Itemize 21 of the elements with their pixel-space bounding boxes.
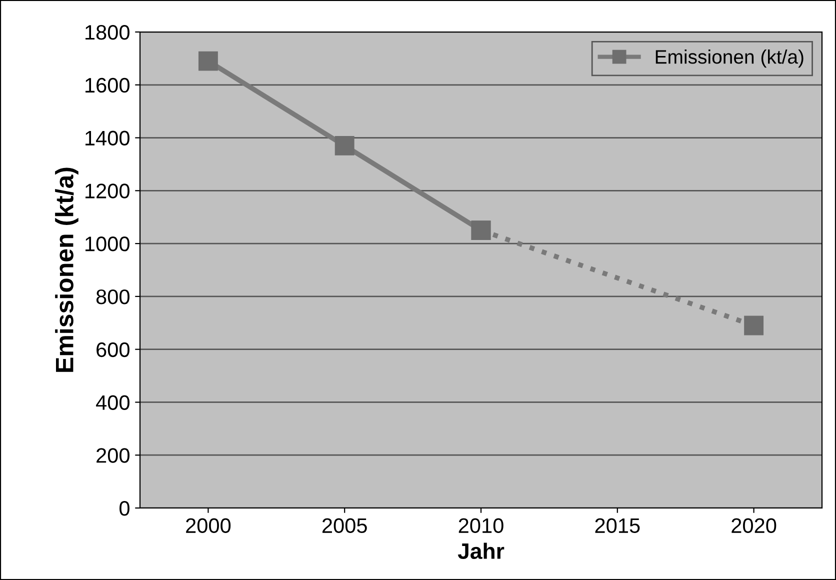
point	[198, 51, 218, 71]
x-tick-label: 2015	[595, 518, 640, 534]
x-tick-label: 2005	[322, 518, 367, 534]
y-tick-label: 1600	[86, 78, 130, 93]
x-axis-title: Jahr	[458, 542, 504, 560]
x-tick-label: 2010	[458, 518, 504, 534]
y-tick-label: 1800	[86, 25, 130, 40]
y-tick-label: 600	[96, 342, 130, 358]
x-tick-label: 2000	[186, 518, 231, 534]
y-axis-title: Emissionen (kt/a)	[55, 168, 78, 372]
y-tick-label: 200	[96, 448, 130, 463]
point	[334, 136, 354, 156]
point	[744, 316, 764, 336]
y-tick-label: 400	[96, 395, 130, 410]
legend-label: Emissionen (kt/a)	[656, 50, 804, 68]
x-tick-label: 2020	[732, 518, 776, 534]
y-tick-label: 1000	[86, 236, 130, 252]
y-tick-label: 1200	[86, 184, 130, 198]
y-tick-label: 1400	[86, 130, 130, 146]
y-tick-label: 0	[120, 501, 130, 516]
y-tick-label: 800	[96, 289, 130, 304]
